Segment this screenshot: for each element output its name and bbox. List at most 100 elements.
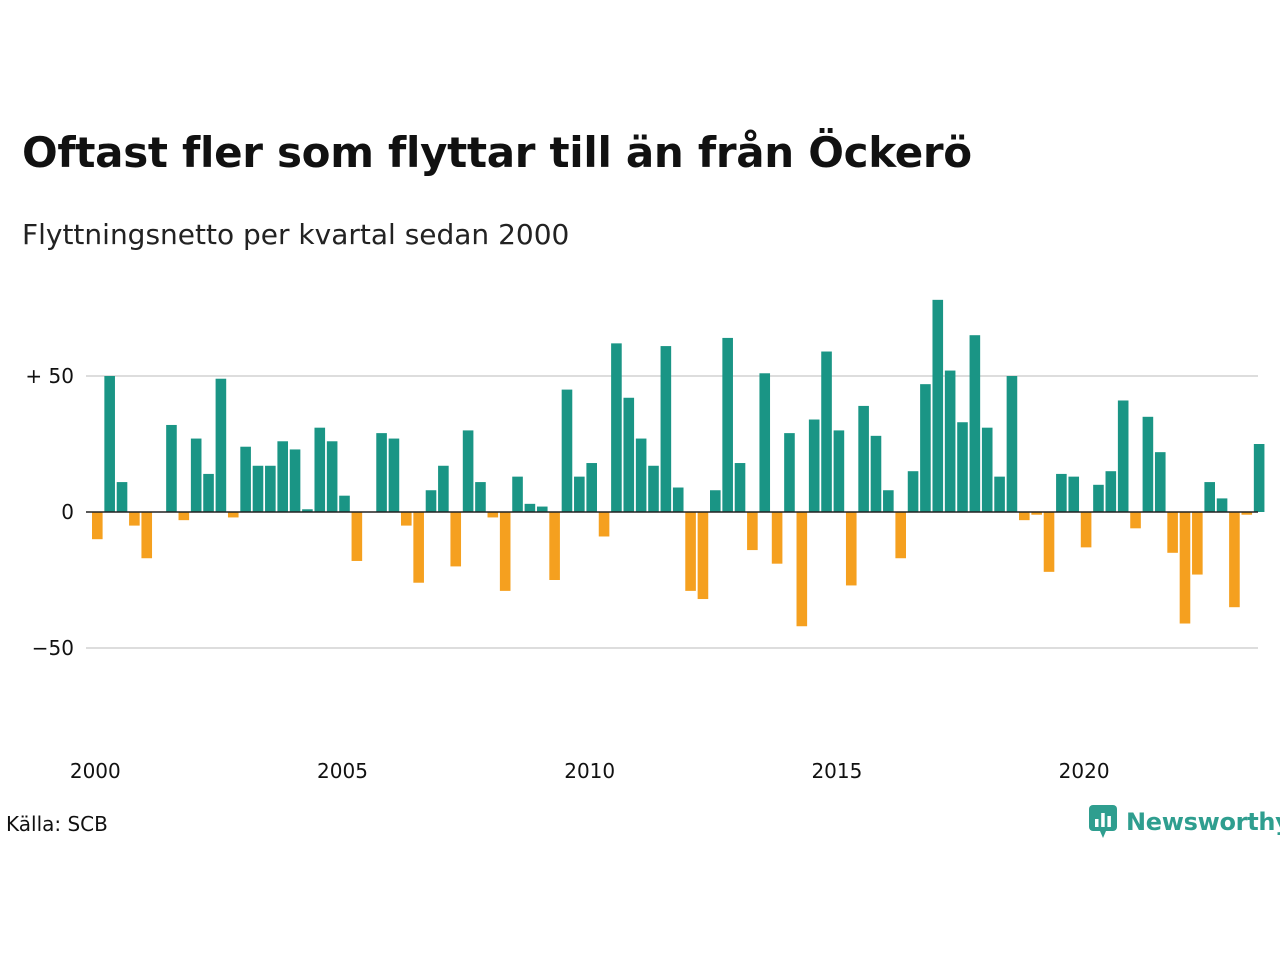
bar [499, 512, 511, 591]
bar [215, 378, 227, 512]
bar [141, 512, 153, 559]
x-tick-label: 2020 [1059, 759, 1110, 783]
bar [1167, 512, 1178, 553]
bar [994, 476, 1005, 512]
bar [1117, 400, 1129, 512]
bar [1241, 512, 1253, 515]
bar [475, 482, 486, 512]
bar [129, 512, 140, 526]
bar [1130, 512, 1141, 529]
newsworthy-icon [1089, 805, 1117, 838]
bar [1253, 444, 1265, 512]
bar [598, 512, 610, 537]
bar [401, 512, 412, 526]
bar [611, 343, 622, 512]
chart-title: Oftast fler som flyttar till än från Öck… [22, 128, 972, 177]
bar [425, 490, 437, 512]
bar [1105, 471, 1117, 512]
bar [1031, 512, 1042, 515]
bar [524, 503, 536, 512]
y-tick-label: + 50 [25, 364, 74, 388]
bar [932, 299, 944, 512]
bar [870, 435, 882, 512]
bar [697, 512, 709, 600]
y-tick-label: −50 [32, 636, 74, 660]
y-tick-label: 0 [61, 500, 74, 524]
bar [734, 463, 746, 512]
bar [450, 512, 462, 567]
bar [1229, 512, 1240, 608]
bar [1006, 376, 1018, 512]
bar [1179, 512, 1191, 624]
bar [771, 512, 783, 564]
x-tick-label: 2010 [564, 759, 615, 783]
bar [388, 438, 400, 512]
bar [252, 465, 264, 512]
x-tick-label: 2005 [317, 759, 368, 783]
bar [796, 512, 808, 627]
bar [808, 419, 820, 512]
bar [116, 482, 128, 512]
bar [438, 465, 449, 512]
x-tick-label: 2015 [811, 759, 862, 783]
bar [858, 405, 869, 512]
bar [981, 427, 993, 512]
bar [784, 433, 795, 512]
bar [104, 376, 115, 512]
brand-logo: Newsworthy [1088, 804, 1280, 840]
bar [289, 449, 301, 512]
bar [227, 512, 239, 518]
bar [957, 422, 968, 512]
bar [1068, 476, 1080, 512]
bar [1216, 498, 1228, 512]
bar [92, 512, 103, 540]
bar [166, 424, 177, 512]
bar [1056, 473, 1067, 512]
bar [586, 463, 597, 512]
bar [574, 476, 585, 512]
bar [747, 512, 758, 551]
bar [339, 495, 350, 512]
bar [462, 430, 474, 512]
bar [277, 441, 288, 512]
bar [265, 465, 276, 512]
bar [413, 512, 424, 583]
bar [203, 473, 214, 512]
bar [944, 370, 956, 512]
bar [969, 335, 981, 512]
bar [512, 476, 523, 512]
bar [1192, 512, 1203, 575]
bar [190, 438, 202, 512]
bar [561, 389, 573, 512]
bar [1142, 416, 1154, 512]
bar [314, 427, 326, 512]
bar [623, 397, 635, 512]
bar [1154, 452, 1166, 512]
bar [845, 512, 857, 586]
source-note: Källa: SCB [6, 812, 108, 836]
bar [1043, 512, 1055, 572]
bar [326, 441, 338, 512]
bar [833, 430, 845, 512]
brand-name: Newsworthy [1126, 808, 1280, 836]
bar [178, 512, 190, 521]
bar [1019, 512, 1030, 521]
bar [549, 512, 560, 580]
bar [302, 509, 313, 512]
bar [648, 465, 659, 512]
bar [660, 346, 672, 512]
bar [821, 351, 832, 512]
bar [351, 512, 363, 561]
chart-subtitle: Flyttningsnetto per kvartal sedan 2000 [22, 218, 570, 251]
bar [685, 512, 696, 591]
bar [710, 490, 721, 512]
bar [907, 471, 919, 512]
bar [240, 446, 251, 512]
bar [536, 506, 548, 512]
bar [722, 337, 733, 512]
bar [895, 512, 906, 559]
bar [1204, 482, 1215, 512]
bar [635, 438, 647, 512]
bar [920, 384, 931, 512]
